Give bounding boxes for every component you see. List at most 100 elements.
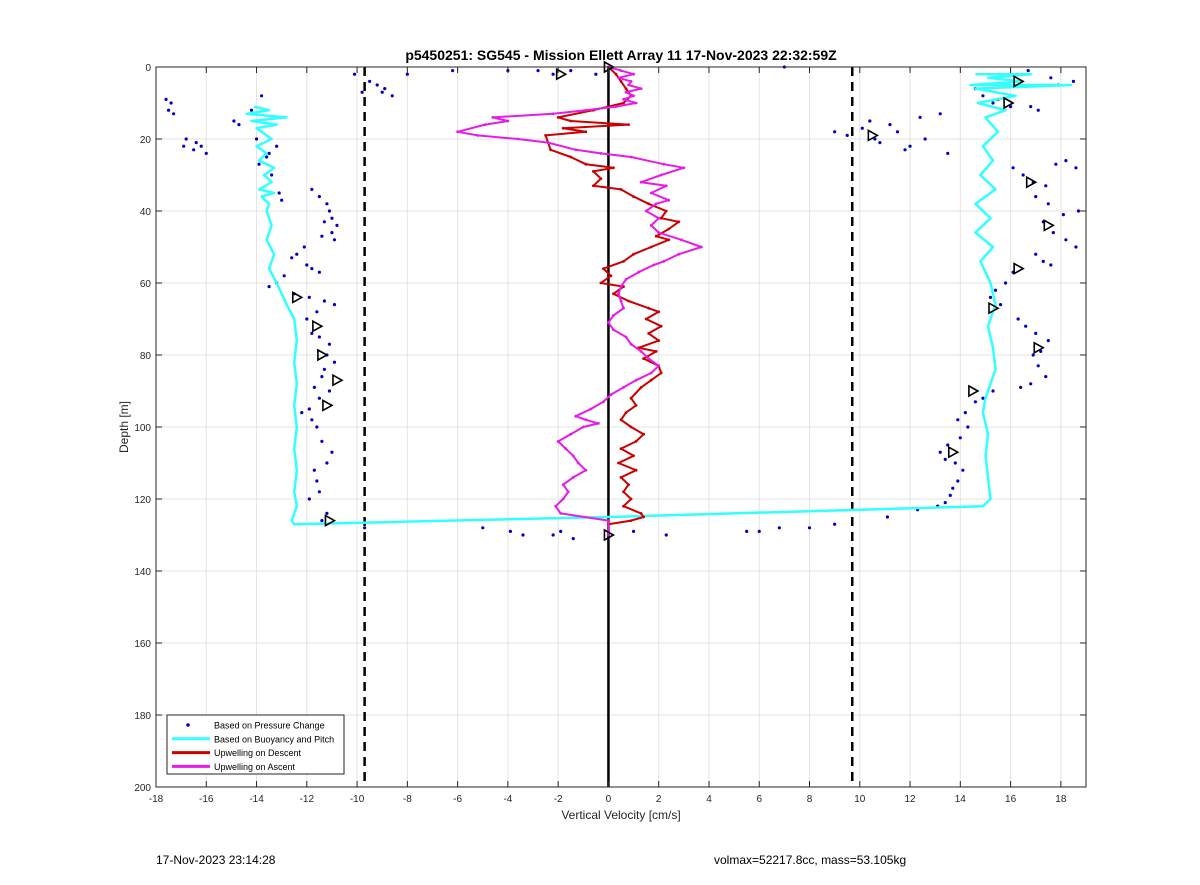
pressure-change-point bbox=[325, 202, 329, 206]
upwelling-point bbox=[629, 396, 633, 400]
pressure-change-point bbox=[1074, 245, 1078, 249]
upwelling-point bbox=[584, 468, 588, 472]
upwelling-point bbox=[584, 108, 588, 112]
pressure-change-point bbox=[946, 443, 950, 447]
pressure-change-point bbox=[1049, 263, 1053, 267]
pressure-change-point bbox=[1034, 195, 1038, 199]
pressure-change-point bbox=[322, 220, 327, 224]
pressure-change-point bbox=[282, 274, 286, 278]
y-tick-label: 0 bbox=[145, 63, 151, 74]
triangle-marker bbox=[1033, 341, 1045, 355]
upwelling-point bbox=[659, 324, 663, 328]
pressure-change-point bbox=[1019, 385, 1023, 389]
pressure-change-point bbox=[1034, 252, 1038, 256]
upwelling-point bbox=[476, 134, 480, 137]
upwelling-point bbox=[629, 519, 633, 522]
pressure-change-point bbox=[943, 501, 947, 505]
upwelling-point bbox=[654, 234, 658, 238]
upwelling-point bbox=[602, 400, 605, 404]
pressure-change-point bbox=[317, 195, 321, 199]
pressure-change-point bbox=[312, 385, 316, 389]
pressure-change-point bbox=[360, 90, 364, 94]
upwelling-point bbox=[649, 191, 653, 195]
upwelling-point bbox=[571, 476, 575, 479]
x-tick-label: -16 bbox=[199, 794, 214, 805]
pressure-change-point bbox=[1031, 353, 1035, 357]
pressure-change-point bbox=[521, 533, 525, 537]
pressure-change-point bbox=[315, 479, 319, 483]
pressure-change-point bbox=[290, 256, 294, 260]
upwelling-point bbox=[551, 112, 555, 116]
pressure-change-point bbox=[993, 288, 998, 292]
pressure-change-point bbox=[315, 310, 319, 314]
upwelling-point bbox=[642, 432, 646, 436]
pressure-change-point bbox=[845, 133, 849, 137]
upwelling-point bbox=[591, 170, 595, 173]
upwelling-point bbox=[569, 432, 573, 436]
upwelling-point bbox=[657, 364, 661, 368]
pressure-change-point bbox=[1051, 231, 1055, 235]
upwelling-point bbox=[619, 299, 623, 303]
upwelling-point bbox=[622, 260, 625, 263]
upwelling-point bbox=[584, 418, 588, 422]
pressure-change-point bbox=[204, 151, 208, 155]
upwelling-point bbox=[622, 101, 625, 105]
pressure-change-point bbox=[199, 144, 203, 148]
upwelling-point bbox=[647, 306, 651, 310]
upwelling-point bbox=[622, 504, 625, 508]
upwelling-point bbox=[619, 80, 623, 83]
upwelling-point bbox=[649, 371, 653, 375]
pressure-change-point bbox=[1049, 76, 1053, 80]
upwelling-point bbox=[664, 184, 668, 188]
pressure-change-point bbox=[375, 83, 379, 87]
pressure-change-point bbox=[745, 529, 749, 534]
legend: Based on Pressure Change Based on Buoyanc… bbox=[166, 714, 345, 775]
upwelling-point bbox=[599, 152, 603, 155]
upwelling-point bbox=[569, 155, 573, 159]
triangle-marker bbox=[312, 319, 324, 333]
pressure-change-point bbox=[330, 231, 334, 235]
upwelling-point bbox=[607, 533, 610, 537]
pressure-change-point bbox=[257, 162, 261, 166]
upwelling-point bbox=[662, 260, 666, 263]
upwelling-point bbox=[612, 292, 615, 296]
pressure-change-point bbox=[275, 144, 279, 148]
legend-swatch bbox=[186, 723, 190, 727]
upwelling-point bbox=[677, 252, 681, 256]
upwelling-point bbox=[483, 123, 487, 126]
based-on-buoyancy-and-pitch-line bbox=[245, 72, 1073, 526]
upwelling-point bbox=[624, 87, 628, 90]
pressure-change-point bbox=[1024, 324, 1028, 328]
upwelling-point bbox=[561, 126, 565, 130]
pressure-change-point bbox=[885, 515, 890, 519]
upwelling-point bbox=[571, 454, 575, 458]
upwelling-point bbox=[612, 166, 615, 170]
pressure-change-point bbox=[956, 479, 960, 483]
pressure-change-point bbox=[1003, 281, 1008, 285]
pressure-change-point bbox=[305, 317, 309, 321]
pressure-change-point bbox=[325, 511, 329, 515]
pressure-change-point bbox=[956, 418, 960, 422]
pressure-change-point bbox=[390, 94, 394, 98]
upwelling-point bbox=[619, 188, 623, 191]
pressure-change-point bbox=[860, 126, 864, 130]
pressure-change-point bbox=[312, 468, 316, 472]
pressure-change-point bbox=[551, 72, 555, 76]
upwelling-point bbox=[516, 137, 520, 141]
x-tick-label: -8 bbox=[403, 794, 412, 805]
upwelling-point bbox=[634, 404, 638, 407]
upwelling-point bbox=[574, 148, 578, 152]
upwelling-point bbox=[647, 202, 651, 206]
y-tick-label: 80 bbox=[140, 351, 152, 362]
pressure-change-point bbox=[1029, 382, 1033, 386]
pressure-change-point bbox=[169, 101, 173, 105]
pressure-change-point bbox=[352, 72, 357, 76]
x-tick-label: 2 bbox=[656, 794, 662, 805]
upwelling-point bbox=[639, 87, 643, 90]
upwelling-point bbox=[657, 339, 661, 342]
pressure-change-point bbox=[807, 526, 812, 530]
upwelling-point bbox=[546, 141, 550, 145]
upwelling-point bbox=[659, 371, 663, 375]
pressure-change-point bbox=[237, 123, 241, 127]
